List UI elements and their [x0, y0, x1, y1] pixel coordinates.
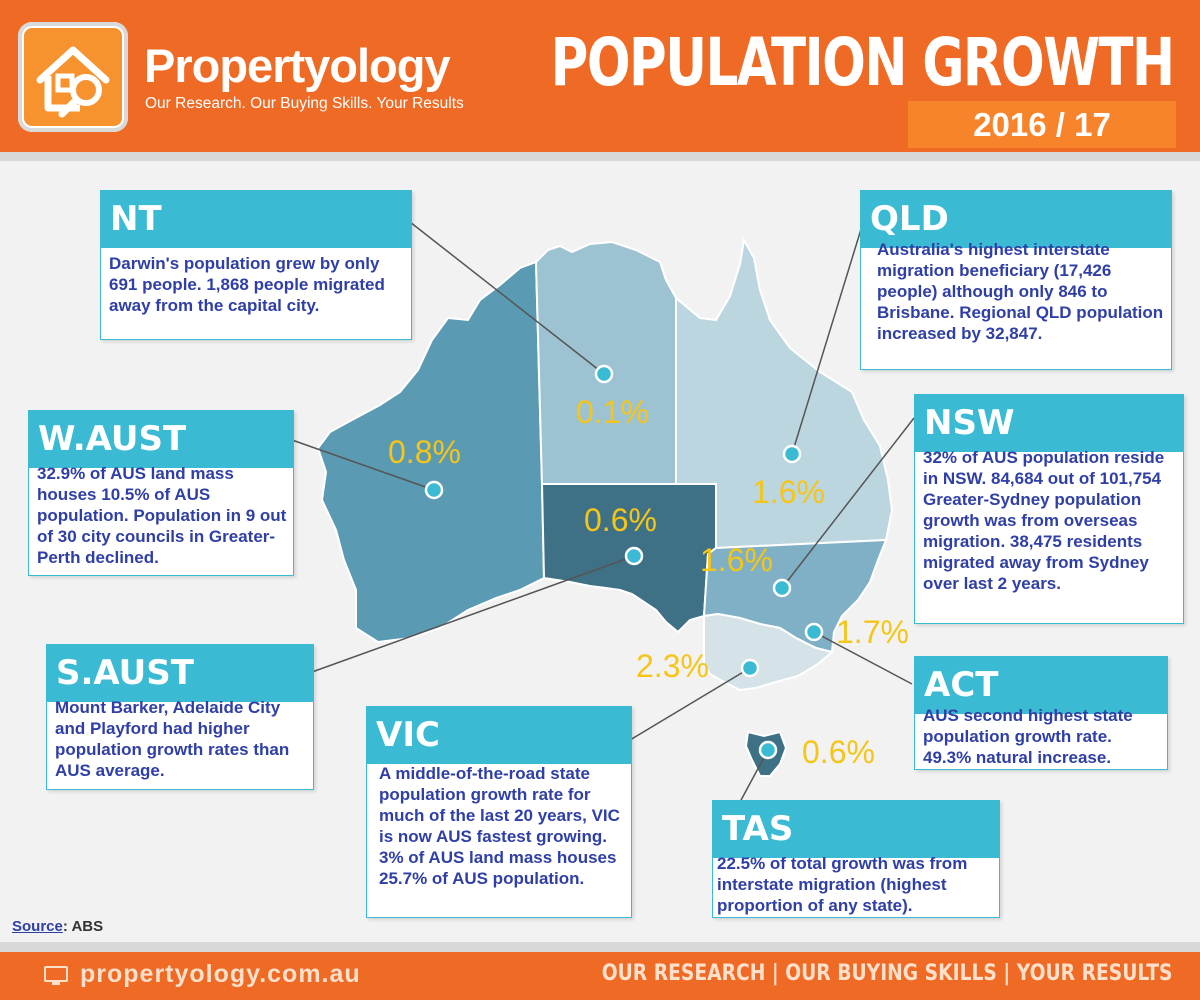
card-vic: VIC A middle-of-the-road state populatio…: [366, 706, 632, 918]
header-divider: [0, 152, 1200, 161]
card-sa: S.AUST Mount Barker, Adelaide City and P…: [46, 644, 314, 790]
region-wa: [316, 260, 546, 644]
card-vic-text: A middle-of-the-road state population gr…: [379, 764, 620, 888]
growth-label-qld: 1.6%: [752, 474, 825, 510]
footer-url[interactable]: propertyology.com.au: [80, 960, 361, 988]
card-sa-text: Mount Barker, Adelaide City and Playford…: [55, 698, 290, 780]
growth-label-tas: 0.6%: [802, 734, 875, 770]
connector-qld: [791, 225, 863, 455]
marker-tas: [758, 740, 778, 760]
connector-nt: [409, 221, 605, 375]
marker-wa: [424, 480, 444, 500]
growth-label-nsw: 1.6%: [700, 542, 773, 578]
card-act-title: ACT: [914, 656, 1168, 714]
connector-sa: [311, 555, 635, 673]
source-value: : ABS: [62, 918, 104, 935]
marker-nsw: [772, 578, 792, 598]
card-tas-text: 22.5% of total growth was from interstat…: [717, 854, 968, 915]
card-sa-title: S.AUST: [46, 644, 314, 702]
card-tas-title: TAS: [712, 800, 1000, 858]
card-vic-title: VIC: [366, 706, 632, 764]
page-title: POPULATION GROWTH: [551, 24, 1175, 101]
marker-sa: [624, 546, 644, 566]
card-nsw-text: 32% of AUS population reside in NSW. 84,…: [923, 448, 1165, 593]
card-act-text: AUS second highest state population grow…: [923, 706, 1133, 767]
source-note: Source: ABS: [12, 918, 103, 935]
brand-tagline: Our Research. Our Buying Skills. Your Re…: [145, 95, 464, 112]
card-qld-text: Australia's highest interstate migration…: [877, 240, 1164, 343]
connector-act: [813, 631, 913, 685]
header: Propertyology Our Research. Our Buying S…: [0, 0, 1200, 152]
card-nt: NT Darwin's population grew by only 691 …: [100, 190, 412, 340]
growth-label-sa: 0.6%: [584, 502, 657, 538]
house-magnifier-icon: [36, 46, 110, 118]
marker-act: [804, 622, 824, 642]
footer-divider: [0, 942, 1200, 952]
footer-slogan: OUR RESEARCH | OUR BUYING SKILLS | YOUR …: [601, 961, 1172, 986]
marker-qld: [782, 444, 802, 464]
card-wa: W.AUST 32.9% of AUS land mass houses 10.…: [28, 410, 294, 576]
growth-label-act: 1.7%: [836, 614, 909, 650]
card-qld-title: QLD: [860, 190, 1172, 248]
connector-wa: [291, 439, 435, 491]
connector-nsw: [781, 417, 915, 589]
source-label: Source: [12, 918, 63, 935]
brand-name: Propertyology: [144, 39, 451, 92]
connector-vic: [629, 667, 751, 741]
card-wa-text: 32.9% of AUS land mass houses 10.5% of A…: [37, 464, 287, 567]
card-nt-text: Darwin's population grew by only 691 peo…: [109, 254, 385, 315]
region-vic: [703, 612, 835, 692]
card-nsw: NSW 32% of AUS population reside in NSW.…: [914, 394, 1184, 624]
footer: [0, 952, 1200, 1000]
card-nt-title: NT: [100, 190, 412, 248]
marker-nt: [594, 364, 614, 384]
logo: [18, 22, 128, 132]
monitor-icon: [44, 966, 68, 985]
card-tas: TAS 22.5% of total growth was from inter…: [712, 800, 1000, 918]
connector-lines: [291, 221, 915, 803]
card-wa-title: W.AUST: [28, 410, 294, 468]
growth-label-vic: 2.3%: [636, 648, 709, 684]
card-act: ACT AUS second highest state population …: [914, 656, 1168, 770]
card-nsw-title: NSW: [914, 394, 1184, 452]
connector-tas: [739, 749, 769, 803]
year-badge: 2016 / 17: [908, 101, 1176, 148]
marker-vic: [740, 658, 760, 678]
region-nt: [534, 240, 677, 485]
growth-label-wa: 0.8%: [388, 434, 461, 470]
growth-label-nt: 0.1%: [576, 394, 649, 430]
marker-dots: [424, 364, 824, 760]
card-qld: QLD Australia's highest interstate migra…: [860, 190, 1172, 370]
